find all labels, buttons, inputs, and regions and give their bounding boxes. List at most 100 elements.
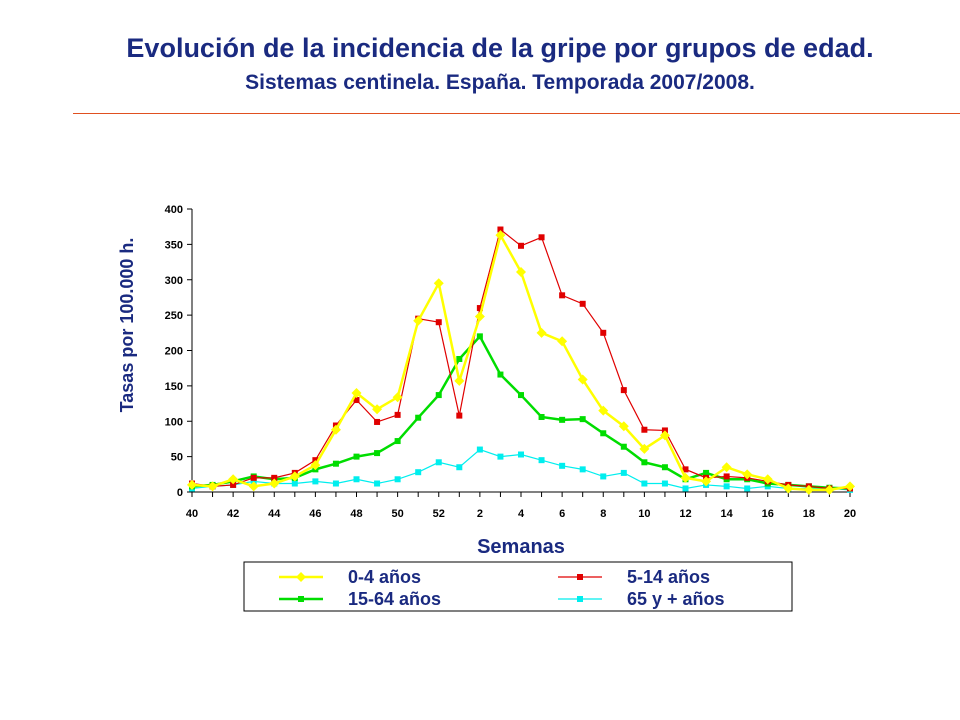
data-point [456,464,463,471]
data-point [559,292,566,299]
x-tick-label: 2 [477,508,483,520]
data-point [538,457,545,464]
data-point [353,397,360,404]
data-point [518,242,524,249]
x-tick-label: 6 [559,508,565,520]
x-tick-label: 52 [433,508,445,520]
data-point [372,404,383,415]
data-point [332,460,339,467]
data-point [271,474,278,481]
data-point [392,392,403,403]
data-point [579,466,586,473]
chart-series [187,226,855,495]
data-point [659,430,670,441]
data-point [680,472,691,483]
y-tick-label: 0 [177,487,183,499]
legend-label: 0-4 años [348,567,421,587]
data-point [332,480,339,487]
data-point [207,481,218,492]
data-point [516,266,526,277]
x-tick-label: 16 [762,508,774,520]
x-tick-label: 14 [721,508,734,520]
data-point [641,426,648,433]
data-point [374,450,381,457]
data-point [641,480,648,487]
y-tick-label: 200 [165,346,183,358]
data-point [230,481,237,488]
data-point [497,226,504,233]
x-tick-label: 50 [392,508,404,520]
data-point [187,479,197,490]
data-point [312,478,319,485]
series-5-14-a-os [189,226,853,492]
data-point [661,464,668,471]
data-point [413,315,424,326]
data-point [476,305,483,312]
x-tick-label: 44 [268,508,281,520]
legend-item: 65 y + años [558,589,725,609]
data-point [456,412,463,419]
data-point [476,333,483,340]
chart-title: Evolución de la incidencia de la gripe p… [126,33,874,63]
data-point [559,462,566,469]
y-tick-label: 350 [165,239,183,251]
y-tick-label: 100 [165,416,183,428]
data-point [598,405,609,416]
series-line [191,334,851,490]
data-point [374,418,381,425]
data-point [353,476,360,483]
x-tick-label: 20 [844,508,856,520]
data-point [497,453,504,460]
data-point [538,234,545,241]
data-point [559,416,566,423]
data-point [497,371,504,378]
data-point [824,484,835,495]
data-point [600,329,607,336]
data-point [579,416,586,423]
data-point [641,459,648,466]
legend-item: 5-14 años [558,567,710,587]
data-point [456,355,463,362]
title-divider [73,113,960,114]
x-tick-label: 12 [679,508,691,520]
data-point [577,374,588,385]
x-axis-title: Semanas [477,536,565,558]
data-point [639,443,650,454]
legend-box [243,561,793,612]
data-point [803,484,814,495]
data-point [620,387,627,394]
data-point [248,481,259,492]
chart-subtitle: Sistemas centinela. España. Temporada 20… [245,71,755,94]
data-point [394,411,401,418]
data-point [661,480,668,487]
data-point [351,387,362,398]
data-point [577,596,583,602]
data-point [577,574,583,580]
data-point [374,480,381,487]
series-15-64-a-os [189,333,853,492]
x-tick-label: 10 [638,508,650,520]
data-point [353,453,360,460]
legend-item: 0-4 años [279,567,421,587]
x-tick-label: 46 [309,508,321,520]
data-point [600,430,607,437]
series-0-4-a-os [187,230,855,495]
legend-label: 5-14 años [627,567,710,587]
data-point [228,474,239,485]
data-point [518,392,524,399]
data-point [415,414,422,421]
data-point [600,473,607,480]
legend-label: 65 y + años [627,589,725,609]
data-point [433,278,444,289]
data-point [744,485,751,492]
data-point [682,485,689,492]
y-tick-label: 250 [165,310,183,322]
data-point [701,476,712,487]
y-tick-label: 300 [165,275,183,287]
data-point [742,469,753,480]
data-point [538,414,545,421]
data-point [518,451,524,458]
data-point [579,300,586,307]
data-point [620,469,627,476]
